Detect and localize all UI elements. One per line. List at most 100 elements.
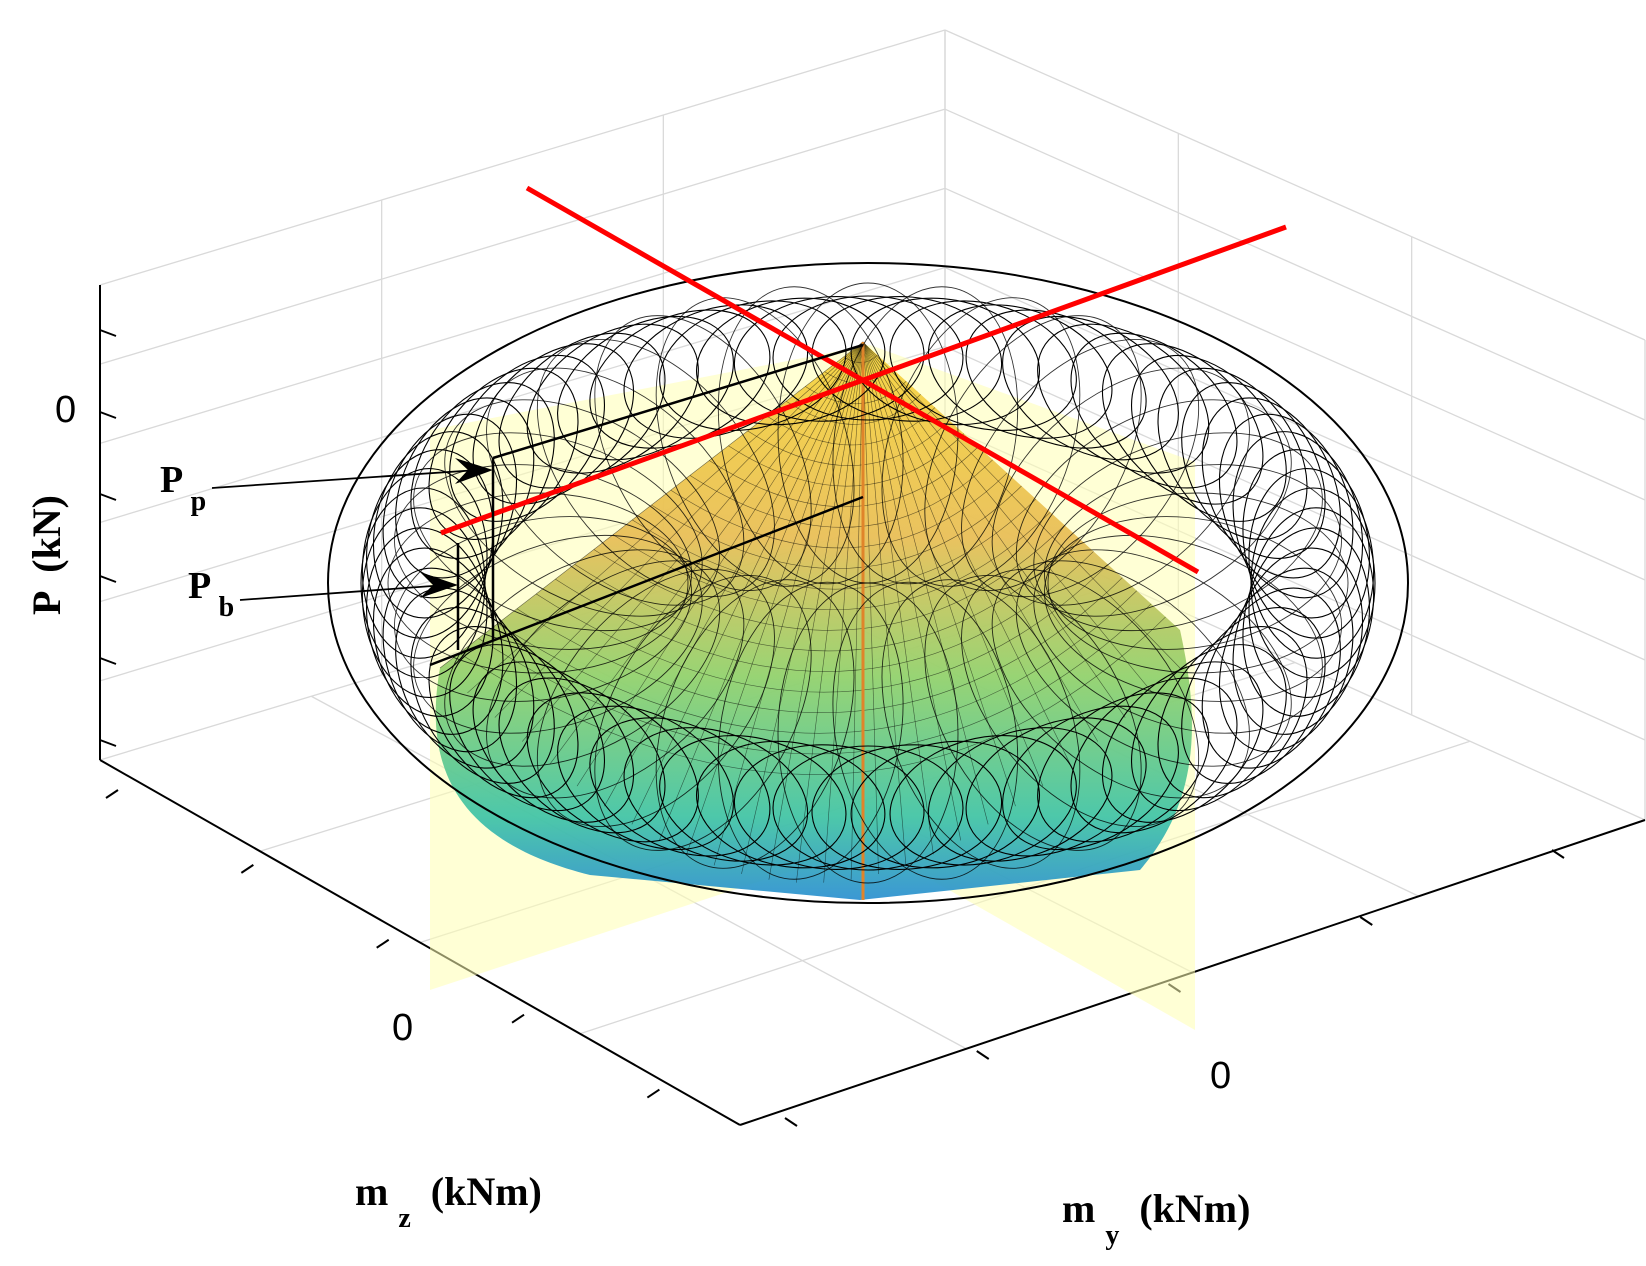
wire-loop	[1101, 661, 1264, 823]
wire-loop	[889, 300, 1077, 431]
x-tick	[784, 1117, 798, 1127]
wire-loop	[413, 432, 703, 632]
wire-loop	[498, 332, 666, 489]
x-axis-label: m y (kNm)	[1062, 1186, 1250, 1253]
surface-mesh-line	[862, 341, 962, 841]
annotation-pb-main: P	[188, 565, 211, 607]
wire-loop	[772, 295, 964, 421]
surface-mesh-line	[862, 341, 1099, 742]
wire-loop	[1044, 464, 1342, 650]
red-lines	[440, 185, 1287, 575]
wire-loop	[850, 740, 1041, 869]
y-tick	[376, 938, 390, 949]
surface-mesh-line	[612, 511, 1051, 611]
wire-loop	[410, 382, 555, 559]
annotation-pb: P b	[188, 565, 234, 623]
pb-leader	[239, 584, 447, 601]
wire-loop	[472, 343, 635, 505]
wire-loop	[695, 740, 886, 869]
surface-mesh-line	[689, 459, 993, 528]
surface-mesh-line	[862, 341, 879, 874]
annotation-pp: P p	[160, 459, 206, 517]
grid-line	[99, 108, 946, 365]
wire-loop	[444, 399, 721, 617]
z-tick	[99, 329, 117, 337]
pp-arrowhead	[455, 458, 493, 484]
wire-loop	[1130, 644, 1287, 812]
y-axis-label-unit: (kNm)	[431, 1169, 542, 1214]
x-axis-label-unit: (kNm)	[1139, 1186, 1250, 1231]
wire-loop	[526, 692, 699, 843]
grid-line	[99, 266, 946, 524]
red-line-2	[440, 224, 1287, 536]
wire-loop	[449, 354, 606, 522]
x-axis-label-sub: y	[1105, 1220, 1119, 1251]
surface-mesh-line	[631, 341, 864, 825]
z-tick	[99, 657, 117, 665]
grid-line	[944, 108, 1646, 421]
wire-loop	[832, 286, 1019, 585]
wire-loop	[486, 367, 745, 606]
ellipsoid-wireframe	[327, 262, 1409, 904]
wire-loop	[889, 735, 1077, 866]
wire-loop	[536, 339, 775, 598]
grid-line	[99, 187, 946, 444]
wire-loop	[623, 304, 809, 439]
surface-mesh-line	[805, 381, 907, 405]
y-tick	[646, 1088, 660, 1099]
y-axis-line	[99, 759, 741, 1126]
wire-loop	[1201, 587, 1341, 769]
wire-loop	[623, 727, 809, 862]
surface-mesh-line	[467, 341, 864, 694]
wire-loop	[1070, 332, 1238, 489]
wire-loop	[1015, 399, 1292, 617]
grid-line	[99, 29, 946, 286]
surface-mesh-line	[795, 341, 864, 883]
surface-mesh-line	[862, 341, 934, 855]
wire-loop	[924, 315, 1142, 592]
surface-mesh-line	[862, 341, 1181, 669]
y-tick	[240, 864, 254, 874]
wire-loop	[1232, 431, 1364, 619]
wire-loop	[387, 492, 689, 674]
wire-loop	[772, 745, 964, 871]
x-tick	[1359, 916, 1373, 926]
wire-loop	[659, 735, 847, 866]
surface-mesh-line	[521, 341, 864, 742]
surface-mesh-line	[516, 577, 1123, 713]
wire-loop	[1218, 413, 1354, 599]
wire-loop	[1201, 397, 1341, 579]
surface-mesh-line	[576, 341, 864, 787]
wire-loop	[589, 717, 771, 857]
pb-arrowhead	[420, 572, 458, 598]
surface-mesh-line	[651, 485, 1022, 569]
wire-loop	[927, 727, 1113, 862]
surface-mesh-line	[535, 564, 1109, 693]
surface-mesh-line	[459, 616, 1166, 775]
x-tick	[1551, 849, 1565, 859]
x-axis-label-main: m	[1062, 1186, 1095, 1231]
pb-ridge-line	[429, 495, 864, 667]
annotation-pp-main: P	[160, 459, 183, 501]
annotation-pb-sub: b	[219, 592, 235, 623]
wire-loop	[1232, 547, 1364, 735]
wire-loop	[1047, 492, 1349, 674]
surface-mesh-line	[478, 603, 1152, 755]
wire-loop	[1033, 432, 1323, 632]
y-tick	[511, 1013, 525, 1024]
pp-leader	[211, 469, 479, 489]
surface-mesh-line	[823, 341, 864, 883]
wire-loop	[410, 607, 555, 784]
z-axis-label-unit: (kN)	[24, 495, 69, 573]
wire-loop	[695, 297, 886, 426]
wire-loop	[372, 547, 504, 735]
surface-mesh-line	[658, 341, 864, 841]
pyramid-body	[435, 342, 1192, 900]
x-tick-label-0: 0	[1210, 1055, 1231, 1097]
grid-line	[944, 346, 1646, 661]
surface-mesh-line	[574, 538, 1080, 652]
z-tick	[99, 411, 117, 419]
surface-mesh-line	[686, 341, 864, 855]
surface-mesh-line	[747, 420, 950, 466]
wire-loop	[372, 431, 504, 619]
